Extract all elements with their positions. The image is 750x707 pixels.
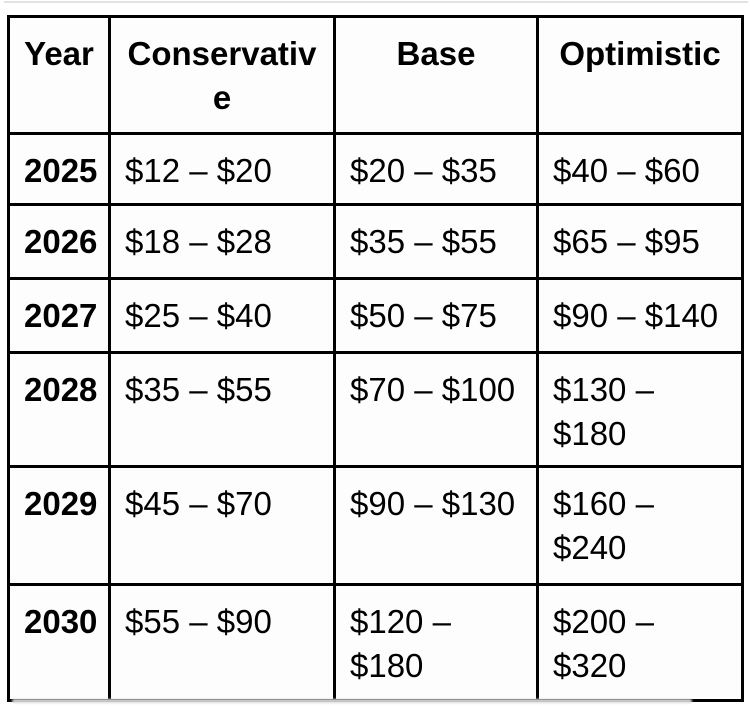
header-conservative: Conservativ e <box>108 15 336 135</box>
top-edge-artifact <box>4 1 748 3</box>
table-row: 2028 $35 – $55 $70 – $100 $130 – $180 <box>7 350 744 469</box>
conservative-value-cell: $55 – $90 <box>108 583 336 703</box>
base-value-cell: $20 – $35 <box>333 132 539 206</box>
header-year: Year <box>7 15 111 135</box>
optimistic-value-cell: $160 – $240 <box>536 465 744 587</box>
table-row: 2026 $18 – $28 $35 – $55 $65 – $95 <box>7 203 744 280</box>
table-header-row: Year Conservativ e Base Optimistic <box>7 15 744 135</box>
conservative-value-cell: $45 – $70 <box>108 465 336 587</box>
conservative-value-cell: $25 – $40 <box>108 277 336 354</box>
optimistic-value-cell: $200 – $320 <box>536 583 744 703</box>
year-cell: 2026 <box>7 203 111 280</box>
table-row: 2027 $25 – $40 $50 – $75 $90 – $140 <box>7 277 744 354</box>
conservative-value-cell: $12 – $20 <box>108 132 336 206</box>
optimistic-value-cell: $40 – $60 <box>536 132 744 206</box>
base-value-cell: $90 – $130 <box>333 465 539 587</box>
optimistic-value-cell: $65 – $95 <box>536 203 744 280</box>
year-cell: 2027 <box>7 277 111 354</box>
table-row: 2025 $12 – $20 $20 – $35 $40 – $60 <box>7 132 744 206</box>
optimistic-value-cell: $90 – $140 <box>536 277 744 354</box>
table-row: 2030 $55 – $90 $120 – $180 $200 – $320 <box>7 583 744 703</box>
year-cell: 2029 <box>7 465 111 587</box>
base-value-cell: $70 – $100 <box>333 350 539 469</box>
conservative-value-cell: $18 – $28 <box>108 203 336 280</box>
year-cell: 2025 <box>7 132 111 206</box>
table-row: 2029 $45 – $70 $90 – $130 $160 – $240 <box>7 465 744 587</box>
header-optimistic: Optimistic <box>536 15 744 135</box>
year-cell: 2028 <box>7 350 111 469</box>
base-value-cell: $120 – $180 <box>333 583 539 703</box>
header-base: Base <box>333 15 539 135</box>
conservative-value-cell: $35 – $55 <box>108 350 336 469</box>
projection-table: Year Conservativ e Base Optimistic 2025 … <box>7 15 744 703</box>
table-shadow <box>12 699 692 703</box>
year-cell: 2030 <box>7 583 111 703</box>
base-value-cell: $50 – $75 <box>333 277 539 354</box>
base-value-cell: $35 – $55 <box>333 203 539 280</box>
optimistic-value-cell: $130 – $180 <box>536 350 744 469</box>
